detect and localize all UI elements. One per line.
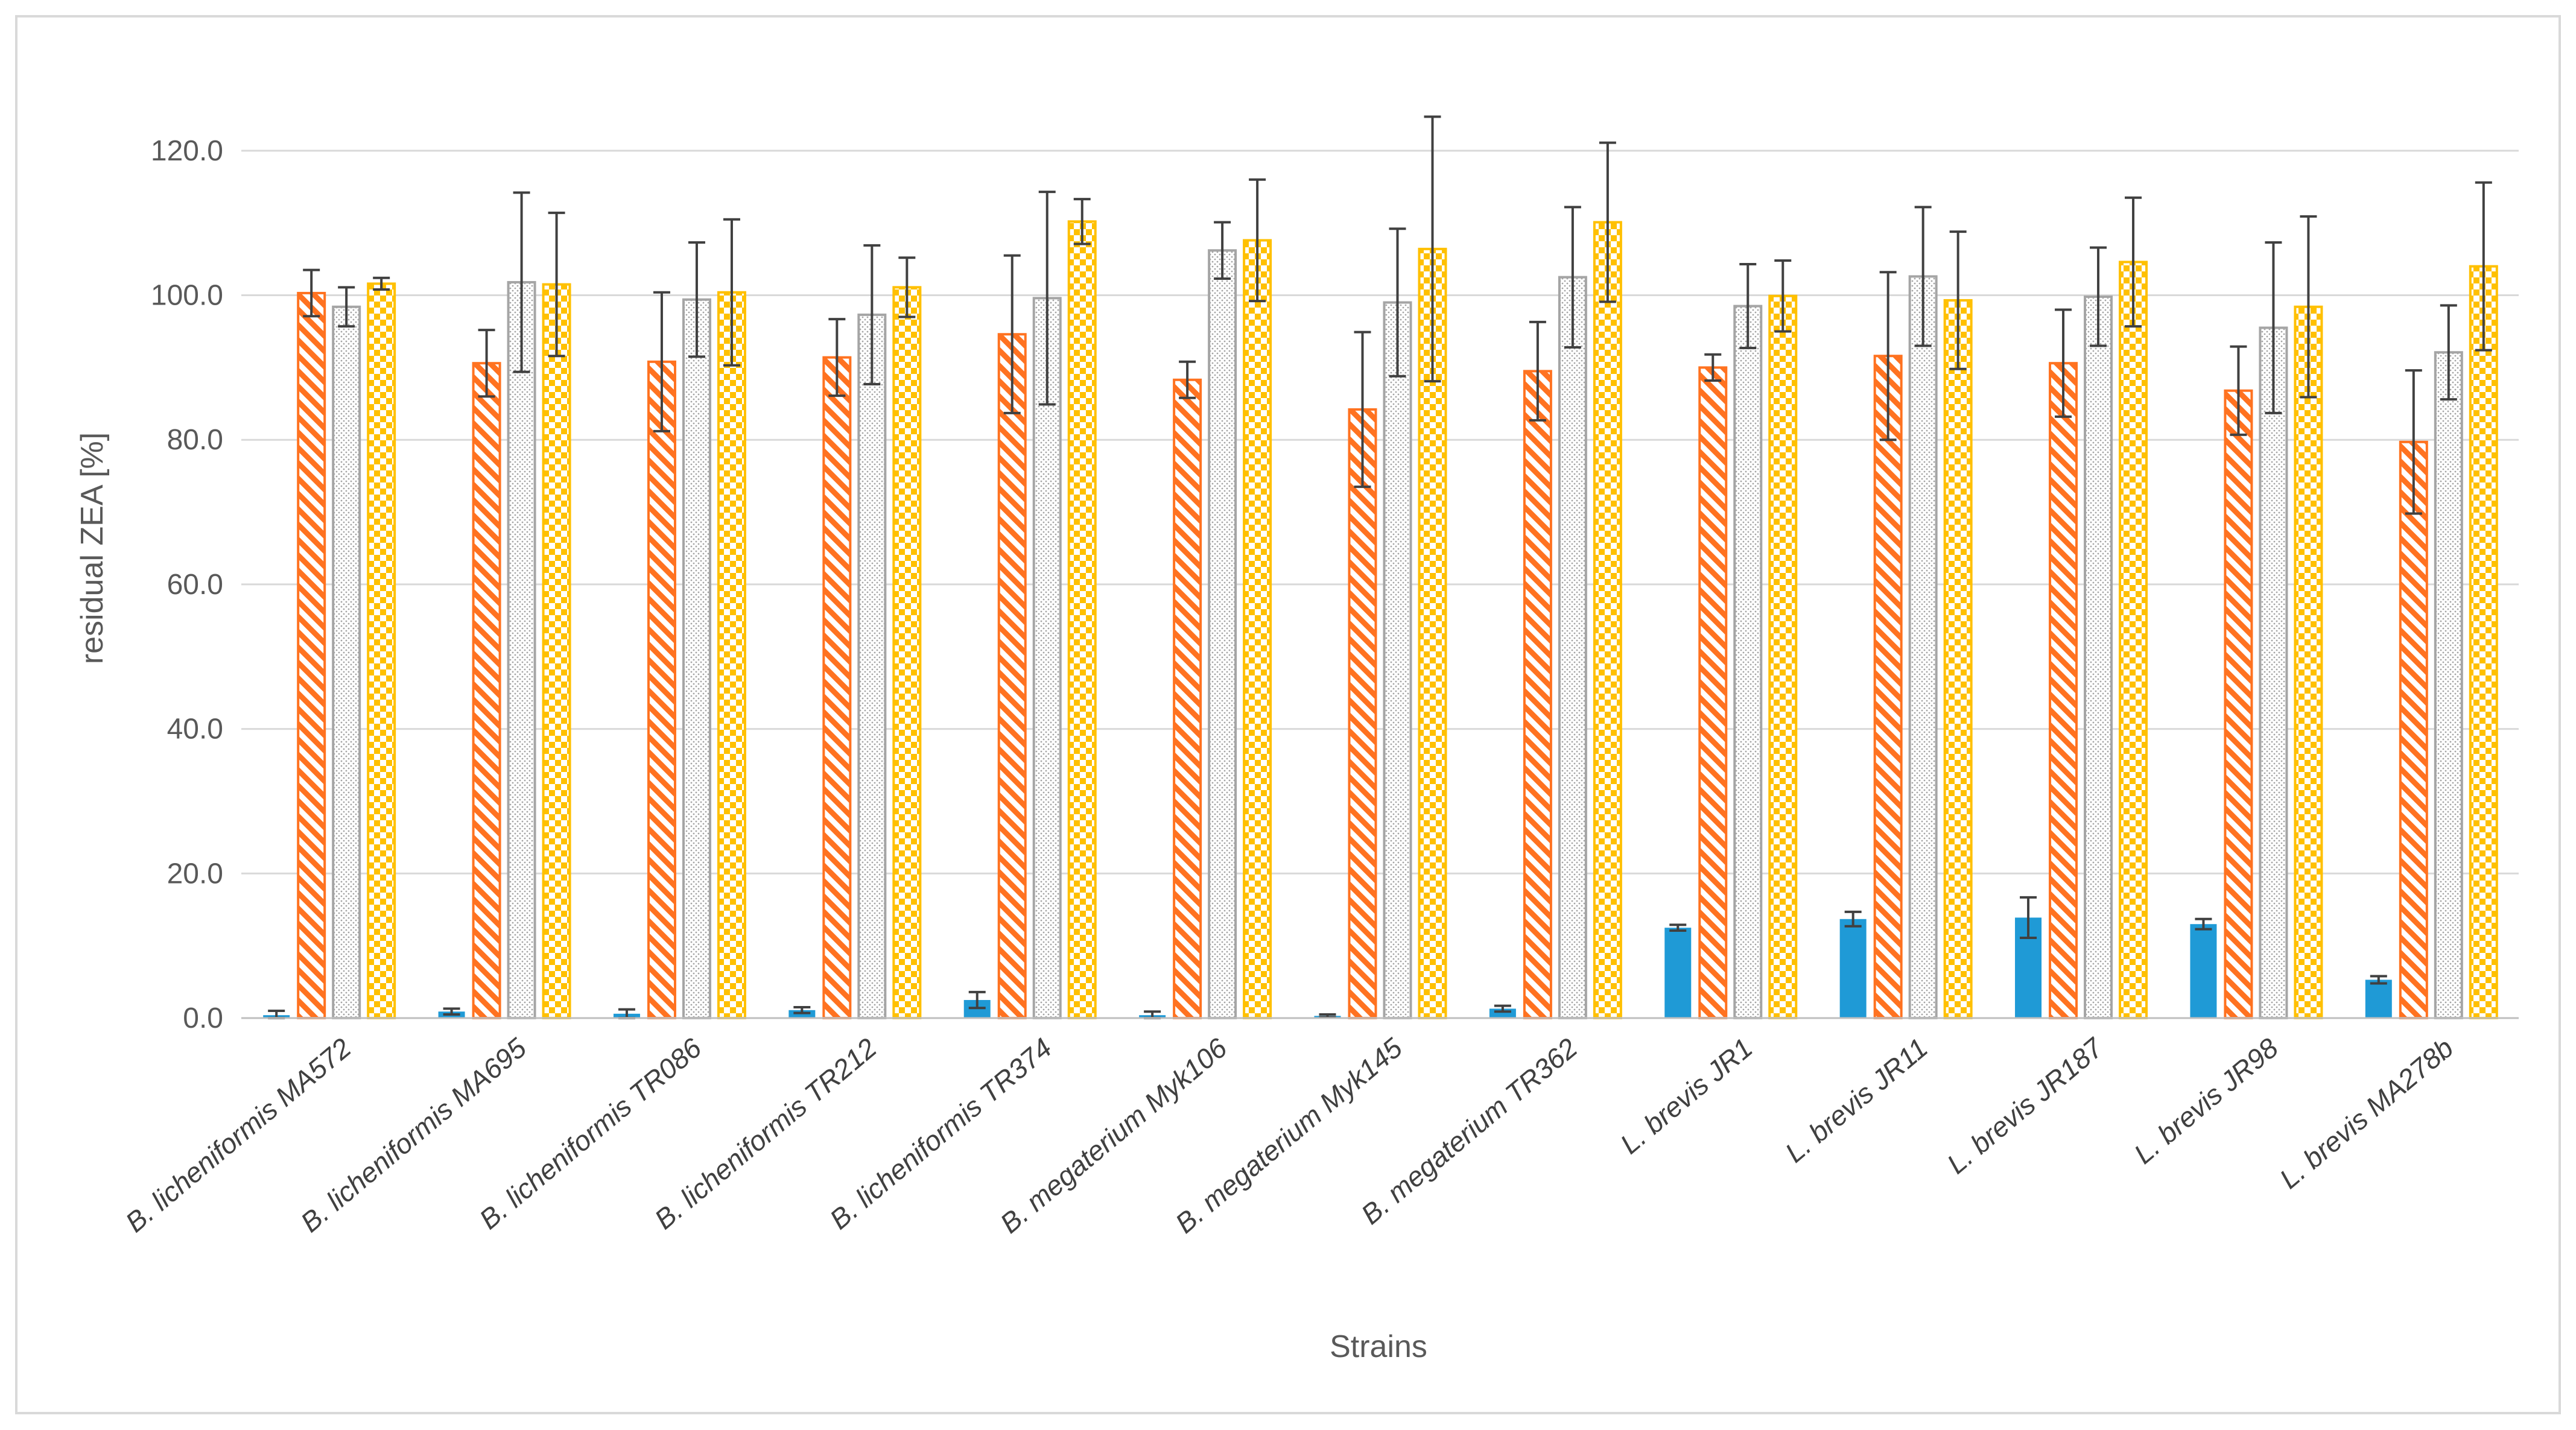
- y-tick-label: 60.0: [167, 569, 223, 601]
- bar-1-12: [2190, 924, 2217, 1018]
- y-tick-label: 120.0: [151, 135, 223, 167]
- bar-3-11: [2084, 295, 2113, 1019]
- x-category-label: L. brevis MA278b: [2274, 1032, 2460, 1195]
- bar-2-12: [2224, 389, 2253, 1020]
- bar-3-6: [1208, 249, 1237, 1019]
- bar-4-8: [1593, 221, 1622, 1019]
- bar-3-7: [1383, 301, 1412, 1019]
- bar-3-8: [1558, 276, 1587, 1020]
- bar-2-3: [647, 360, 676, 1020]
- bar-2-4: [822, 356, 852, 1019]
- bar-2-8: [1523, 370, 1552, 1019]
- y-tick-label: 100.0: [151, 280, 223, 312]
- bar-3-5: [1032, 297, 1062, 1020]
- bar-1-9: [1664, 928, 1692, 1018]
- y-tick-label: 20.0: [167, 858, 223, 890]
- bar-2-7: [1348, 408, 1377, 1019]
- bar-3-4: [857, 313, 887, 1019]
- bar-4-2: [542, 283, 571, 1019]
- bar-1-13: [2365, 979, 2392, 1018]
- bar-3-3: [682, 298, 711, 1019]
- bar-2-11: [2049, 362, 2078, 1019]
- bar-4-9: [1768, 294, 1798, 1019]
- y-tick-label: 0.0: [183, 1002, 223, 1034]
- y-axis-title: residual ZEA [%]: [75, 432, 110, 664]
- bar-3-9: [1733, 305, 1763, 1019]
- x-axis-title: Strains: [1330, 1329, 1427, 1364]
- bar-4-13: [2469, 265, 2498, 1020]
- bar-4-6: [1243, 239, 1272, 1019]
- bar-2-13: [2399, 440, 2428, 1019]
- error-bars: [268, 115, 2492, 1019]
- bar-4-5: [1067, 220, 1097, 1019]
- bar-3-13: [2434, 351, 2463, 1019]
- bar-2-9: [1698, 366, 1728, 1019]
- bar-4-12: [2294, 305, 2323, 1019]
- bar-4-3: [717, 291, 746, 1019]
- bar-3-10: [1908, 275, 1938, 1020]
- bar-3-2: [507, 280, 536, 1019]
- bar-2-5: [997, 333, 1027, 1019]
- bar-2-10: [1873, 355, 1903, 1019]
- x-category-label: L. brevis JR187: [1941, 1031, 2109, 1180]
- bar-1-10: [1839, 919, 1867, 1018]
- y-tick-label: 80.0: [167, 424, 223, 456]
- y-tick-label: 40.0: [167, 713, 223, 745]
- x-category-label: L. brevis JR1: [1614, 1032, 1759, 1160]
- bar-4-1: [367, 282, 396, 1020]
- bar-3-1: [332, 305, 361, 1019]
- bar-4-10: [1943, 299, 1973, 1019]
- bars: [263, 220, 2498, 1020]
- bar-4-11: [2119, 261, 2148, 1020]
- bar-3-12: [2259, 326, 2288, 1019]
- x-category-label: L. brevis JR98: [2128, 1032, 2284, 1170]
- gridlines: [241, 150, 2519, 875]
- x-category-label: L. brevis JR11: [1779, 1032, 1934, 1169]
- bar-2-6: [1173, 378, 1202, 1020]
- bar-2-2: [472, 362, 501, 1019]
- bar-2-1: [297, 291, 326, 1019]
- bar-4-4: [892, 286, 922, 1020]
